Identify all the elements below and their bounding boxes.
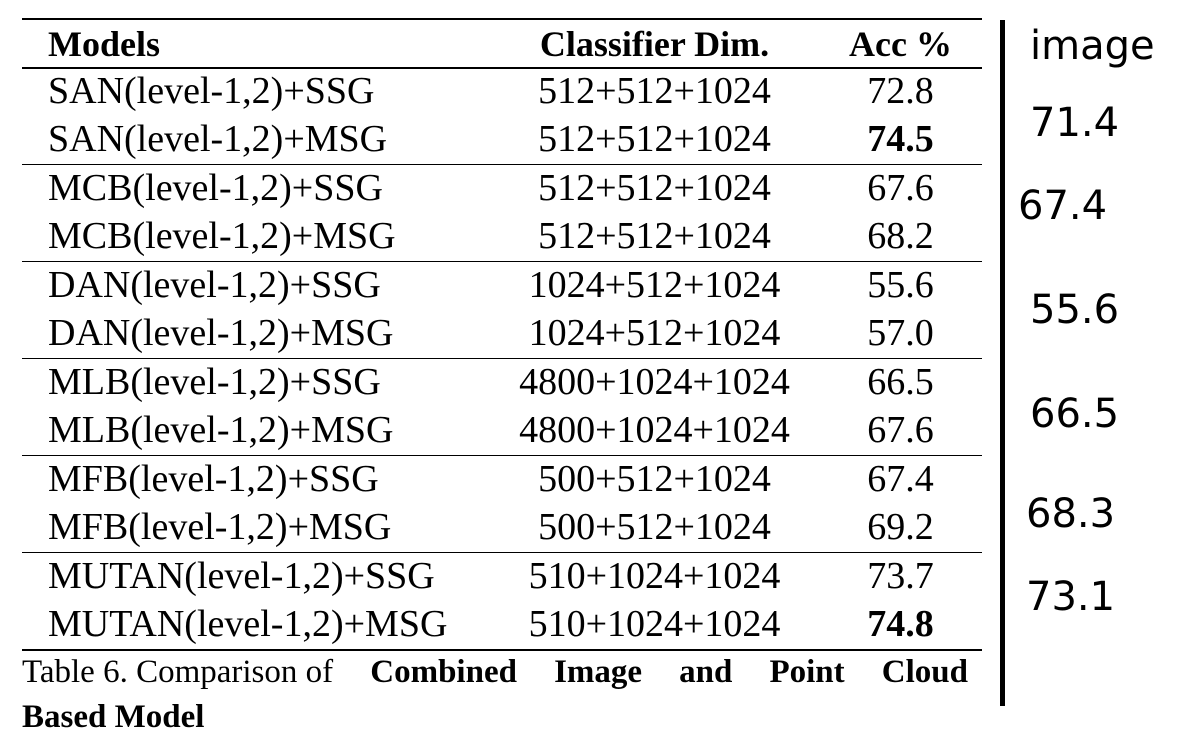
model-name: DAN(level-1,2)+MSG <box>48 312 394 354</box>
header-acc: Acc % <box>849 24 952 64</box>
bottom-rule <box>22 649 982 651</box>
caption-bold-word: Point <box>769 654 845 690</box>
caption-bold-word: and <box>679 654 733 690</box>
classifier-dim: 512+512+1024 <box>538 167 771 209</box>
side-column-header: image <box>1030 23 1155 69</box>
classifier-dim: 510+1024+1024 <box>528 603 781 645</box>
caption-line-2: Based Model <box>22 695 968 740</box>
header-classifier-dim: Classifier Dim. <box>539 24 770 64</box>
group-rule <box>22 67 982 69</box>
side-value: 71.4 <box>1030 100 1120 146</box>
classifier-dim: 512+512+1024 <box>538 215 771 257</box>
model-name: SAN(level-1,2)+SSG <box>48 70 375 112</box>
caption-bold-word: Image <box>554 654 643 690</box>
model-name: MLB(level-1,2)+MSG <box>48 409 394 451</box>
caption-bold-word: Cloud <box>881 654 968 690</box>
accuracy: 69.2 <box>867 506 934 548</box>
classifier-dim: 512+512+1024 <box>538 70 771 112</box>
accuracy: 68.2 <box>867 215 934 257</box>
classifier-dim: 500+512+1024 <box>538 506 771 548</box>
classifier-dim: 4800+1024+1024 <box>519 361 790 403</box>
side-value: 68.3 <box>1026 491 1116 537</box>
accuracy: 67.6 <box>867 167 934 209</box>
caption-bold-line2: Based Model <box>22 699 205 735</box>
model-name: MUTAN(level-1,2)+MSG <box>48 603 448 645</box>
classifier-dim: 512+512+1024 <box>538 118 771 160</box>
side-value: 55.6 <box>1030 287 1120 333</box>
classifier-dim: 1024+512+1024 <box>528 312 781 354</box>
accuracy: 74.5 <box>867 118 934 160</box>
accuracy: 72.8 <box>867 70 934 112</box>
vertical-divider <box>1000 20 1005 706</box>
classifier-dim: 510+1024+1024 <box>528 555 781 597</box>
accuracy: 67.4 <box>867 458 934 500</box>
model-name: MCB(level-1,2)+MSG <box>48 215 396 257</box>
caption-line-1: Table 6. Comparison of Combined Image an… <box>22 650 968 695</box>
model-name: MFB(level-1,2)+SSG <box>48 458 379 500</box>
table-caption: Table 6. Comparison of Combined Image an… <box>22 650 968 740</box>
accuracy: 66.5 <box>867 361 934 403</box>
classifier-dim: 1024+512+1024 <box>528 264 781 306</box>
model-name: MCB(level-1,2)+SSG <box>48 167 383 209</box>
side-value: 73.1 <box>1026 574 1116 620</box>
side-value: 67.4 <box>1018 183 1108 229</box>
group-rule <box>22 164 982 165</box>
classifier-dim: 4800+1024+1024 <box>519 409 790 451</box>
group-rule <box>22 358 982 359</box>
accuracy: 55.6 <box>867 264 934 306</box>
side-value: 66.5 <box>1030 391 1120 437</box>
model-name: SAN(level-1,2)+MSG <box>48 118 388 160</box>
top-rule <box>22 18 982 20</box>
model-name: MUTAN(level-1,2)+SSG <box>48 555 435 597</box>
header-models: Models <box>48 24 160 64</box>
accuracy: 73.7 <box>867 555 934 597</box>
model-name: DAN(level-1,2)+SSG <box>48 264 381 306</box>
group-rule <box>22 455 982 456</box>
group-rule <box>22 261 982 262</box>
classifier-dim: 500+512+1024 <box>538 458 771 500</box>
caption-prefix: Table 6. Comparison of <box>22 654 334 690</box>
caption-bold-word: Combined <box>370 654 517 690</box>
group-rule <box>22 552 982 553</box>
accuracy: 57.0 <box>867 312 934 354</box>
accuracy: 74.8 <box>867 603 934 645</box>
model-name: MFB(level-1,2)+MSG <box>48 506 392 548</box>
model-name: MLB(level-1,2)+SSG <box>48 361 381 403</box>
accuracy: 67.6 <box>867 409 934 451</box>
